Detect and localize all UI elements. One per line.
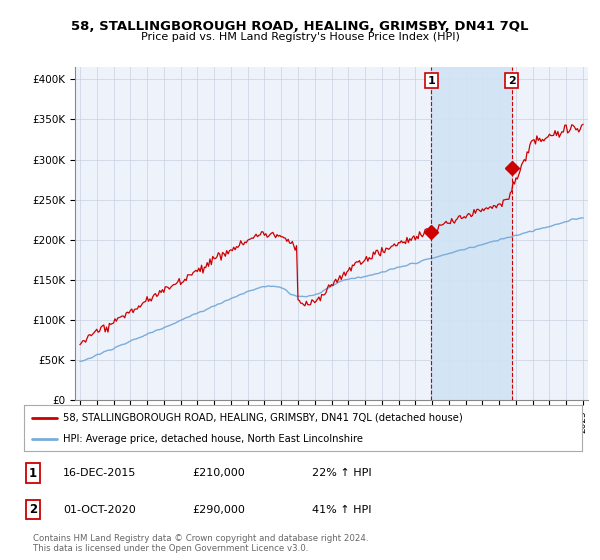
Bar [431, 67, 512, 400]
Text: 1: 1 [29, 466, 37, 480]
Text: 1: 1 [428, 76, 435, 86]
Text: 2: 2 [508, 76, 515, 86]
Text: 58, STALLINGBOROUGH ROAD, HEALING, GRIMSBY, DN41 7QL: 58, STALLINGBOROUGH ROAD, HEALING, GRIMS… [71, 20, 529, 32]
Text: 41% ↑ HPI: 41% ↑ HPI [312, 505, 371, 515]
Text: Price paid vs. HM Land Registry's House Price Index (HPI): Price paid vs. HM Land Registry's House … [140, 32, 460, 43]
Text: HPI: Average price, detached house, North East Lincolnshire: HPI: Average price, detached house, Nort… [63, 435, 363, 444]
Text: 22% ↑ HPI: 22% ↑ HPI [312, 468, 371, 478]
Text: This data is licensed under the Open Government Licence v3.0.: This data is licensed under the Open Gov… [33, 544, 308, 553]
Text: 16-DEC-2015: 16-DEC-2015 [63, 468, 136, 478]
Text: 58, STALLINGBOROUGH ROAD, HEALING, GRIMSBY, DN41 7QL (detached house): 58, STALLINGBOROUGH ROAD, HEALING, GRIMS… [63, 413, 463, 423]
Text: £210,000: £210,000 [192, 468, 245, 478]
Text: Contains HM Land Registry data © Crown copyright and database right 2024.: Contains HM Land Registry data © Crown c… [33, 534, 368, 543]
Text: £290,000: £290,000 [192, 505, 245, 515]
Text: 2: 2 [29, 503, 37, 516]
Text: 01-OCT-2020: 01-OCT-2020 [63, 505, 136, 515]
